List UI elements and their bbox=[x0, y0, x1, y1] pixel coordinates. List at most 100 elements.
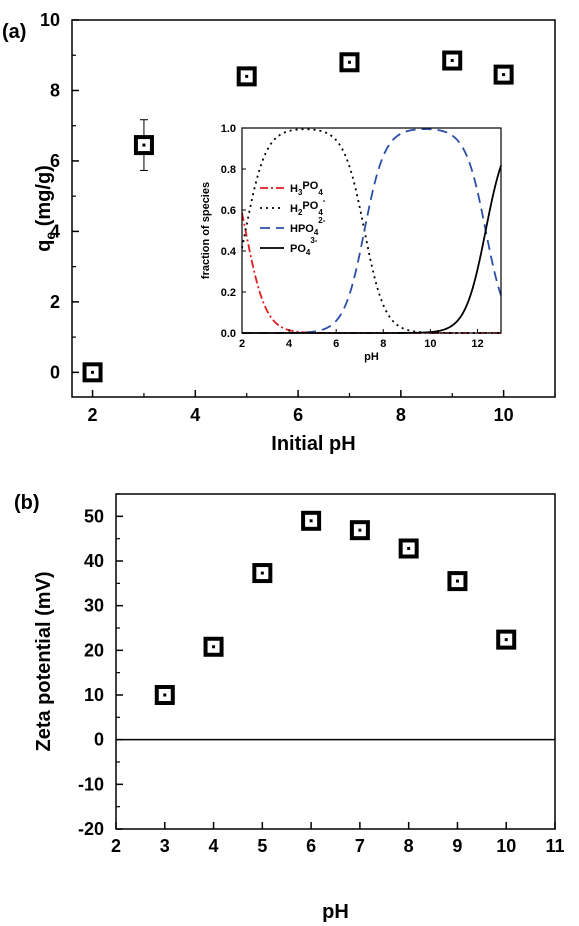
panel-a: (a) 2 4 6 8 10 0 2 4 6 8 10 Initial pH qe (mg/g) 2… bbox=[2, 10, 556, 455]
data-point bbox=[493, 64, 514, 85]
point-center bbox=[504, 638, 508, 642]
legend-label: H3PO4 bbox=[290, 180, 323, 197]
y-tick-label: 50 bbox=[84, 506, 104, 526]
x-tick-label: 2 bbox=[88, 405, 98, 425]
inset-x-tick-label: 12 bbox=[471, 338, 483, 350]
inset-x-tick-label: 8 bbox=[380, 338, 386, 350]
x-tick-label: 8 bbox=[404, 836, 414, 856]
inset-x-tick-label: 10 bbox=[424, 338, 436, 350]
data-point bbox=[301, 510, 322, 531]
panel-a-y-axis-title-main: q bbox=[33, 240, 55, 252]
data-point bbox=[339, 52, 360, 73]
data-point bbox=[252, 563, 273, 584]
data-point bbox=[154, 685, 175, 705]
y-tick-label: 6 bbox=[50, 151, 60, 171]
x-tick-label: 11 bbox=[545, 836, 564, 856]
inset-y-axis-title: fraction of species bbox=[200, 182, 212, 279]
point-center bbox=[142, 143, 146, 147]
panel-a-y-axis-title: qe (mg/g) bbox=[33, 165, 58, 252]
data-point bbox=[82, 362, 103, 383]
data-point bbox=[133, 119, 154, 171]
point-center bbox=[163, 693, 167, 697]
point-center bbox=[358, 528, 362, 532]
panel-a-x-axis-title: Initial pH bbox=[271, 433, 355, 455]
x-tick-label: 6 bbox=[293, 405, 303, 425]
y-tick-label: 0 bbox=[94, 730, 104, 750]
x-tick-label: 4 bbox=[190, 405, 200, 425]
panel-b-y-axis-title: Zeta potential (mV) bbox=[33, 571, 55, 751]
point-center bbox=[309, 519, 313, 523]
x-tick-label: 8 bbox=[396, 405, 406, 425]
panel-b: (b) 2 3 4 5 6 7 8 9 10 11 -20 -10 0 10 20 30 40 50 pH Zet… bbox=[14, 492, 565, 923]
panel-b-ticks: 2 3 4 5 6 7 8 9 10 11 -20 -10 0 10 20 30 40 50 bbox=[78, 493, 565, 856]
y-tick-label: 40 bbox=[84, 551, 104, 571]
point-center bbox=[455, 579, 459, 583]
inset-series-line bbox=[241, 128, 501, 334]
panel-a-points bbox=[82, 50, 514, 383]
inset-x-tick-label: 4 bbox=[286, 338, 293, 350]
inset-x-axis-title: pH bbox=[364, 351, 379, 363]
y-tick-label: 0 bbox=[50, 362, 60, 382]
inset-x-tick-label: 2 bbox=[239, 338, 245, 350]
panel-b-points bbox=[154, 510, 517, 705]
x-tick-label: 2 bbox=[111, 836, 121, 856]
inset-series-line bbox=[242, 128, 502, 334]
point-center bbox=[260, 571, 264, 575]
data-point bbox=[447, 571, 468, 592]
inset-y-tick-label: 1.0 bbox=[221, 123, 236, 135]
y-tick-label: 10 bbox=[84, 685, 104, 705]
point-center bbox=[347, 60, 351, 64]
legend-label: H2PO4- bbox=[290, 196, 326, 217]
y-tick-label: -20 bbox=[78, 819, 104, 839]
panel-b-label: (b) bbox=[14, 492, 40, 514]
x-tick-label: 10 bbox=[496, 836, 516, 856]
inset-y-tick-label: 0.6 bbox=[221, 205, 236, 217]
panel-a-ticks: 2 4 6 8 10 0 2 4 6 8 10 bbox=[40, 10, 556, 425]
inset-x-tick-label: 6 bbox=[333, 338, 339, 350]
x-tick-label: 9 bbox=[452, 836, 462, 856]
y-tick-label: -10 bbox=[78, 774, 104, 794]
y-tick-label: 20 bbox=[84, 640, 104, 660]
y-tick-label: 30 bbox=[84, 596, 104, 616]
point-center bbox=[91, 370, 95, 374]
x-tick-label: 3 bbox=[160, 836, 170, 856]
point-center bbox=[450, 59, 454, 63]
data-point bbox=[236, 66, 257, 87]
inset-y-tick-label: 0.0 bbox=[221, 328, 236, 340]
panel-a-y-axis-title-sub: e bbox=[42, 232, 58, 240]
x-tick-label: 10 bbox=[494, 405, 514, 425]
point-center bbox=[502, 73, 506, 77]
y-tick-label: 8 bbox=[50, 80, 60, 100]
x-tick-label: 7 bbox=[355, 836, 365, 856]
panel-b-plot-frame bbox=[115, 493, 556, 830]
point-center bbox=[212, 645, 216, 649]
panel-a-y-axis-title-unit: (mg/g) bbox=[33, 165, 55, 232]
y-tick-label: 2 bbox=[50, 292, 60, 312]
point-center bbox=[407, 546, 411, 550]
panel-a-plot-frame bbox=[71, 19, 556, 398]
point-center bbox=[245, 74, 249, 78]
inset-y-tick-label: 0.8 bbox=[221, 164, 236, 176]
y-tick-label: 10 bbox=[40, 10, 60, 30]
x-tick-label: 4 bbox=[209, 836, 219, 856]
inset-background bbox=[242, 128, 501, 333]
data-point bbox=[203, 636, 224, 657]
data-point bbox=[398, 538, 419, 559]
inset-ticks: 2 4 6 8 10 12 0.0 0.2 0.4 0.6 0.8 1.0 bbox=[221, 123, 484, 350]
panel-b-x-axis-title: pH bbox=[322, 901, 349, 923]
x-tick-label: 5 bbox=[257, 836, 267, 856]
panel-a-inset: 2 4 6 8 10 12 0.0 0.2 0.4 0.6 0.8 1.0 H3PO4H2PO4-HP… bbox=[200, 123, 502, 363]
x-tick-label: 6 bbox=[306, 836, 316, 856]
data-point bbox=[349, 520, 370, 541]
inset-y-tick-label: 0.4 bbox=[221, 246, 237, 258]
legend-label: HPO42- bbox=[290, 216, 326, 237]
data-point bbox=[496, 629, 517, 650]
legend-label: PO43- bbox=[290, 236, 318, 257]
inset-y-tick-label: 0.2 bbox=[221, 287, 236, 299]
inset-plot-frame bbox=[241, 127, 502, 334]
panel-a-label: (a) bbox=[2, 21, 26, 43]
data-point bbox=[442, 50, 463, 71]
y-tick-label: 4 bbox=[50, 221, 60, 241]
